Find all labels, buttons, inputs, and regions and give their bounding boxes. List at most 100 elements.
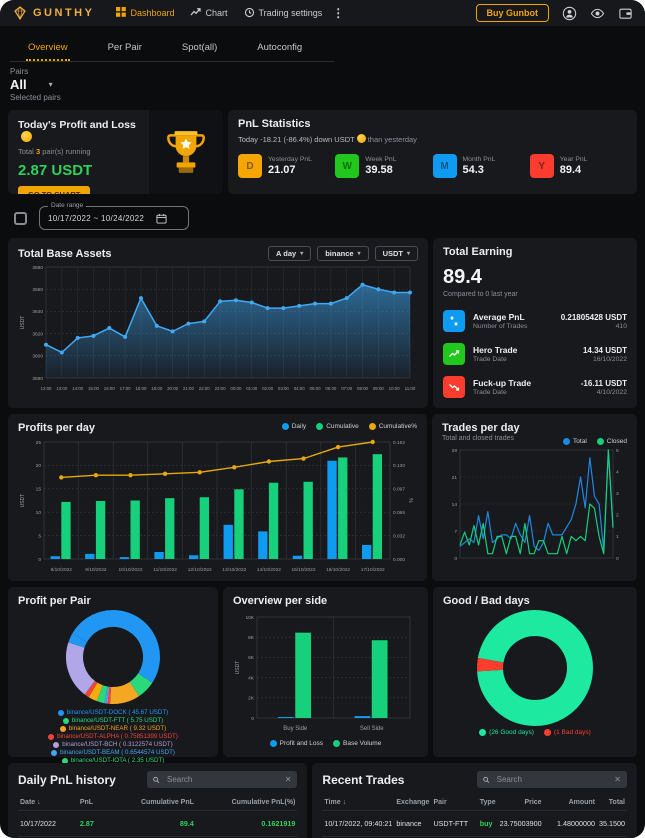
legend-dot (59, 725, 66, 732)
top-bar-actions: Buy Gunbot (475, 4, 634, 22)
visibility-icon[interactable] (589, 5, 605, 21)
profile-icon[interactable] (561, 5, 577, 21)
pnl-chip-d: D Yesterday PnL 21.07 (238, 154, 335, 178)
daily-pnl-search-input[interactable] (165, 774, 280, 785)
chevron-down-icon: ▾ (406, 251, 410, 257)
svg-text:28: 28 (452, 448, 458, 454)
dropdown-a-day[interactable]: A day ▾ (268, 246, 312, 261)
tab-spot-all-[interactable]: Spot(all) (181, 42, 218, 53)
svg-text:0: 0 (38, 557, 41, 563)
dropdown-binance[interactable]: binance ▾ (317, 246, 369, 261)
svg-text:06:00: 06:00 (325, 386, 337, 391)
recent-trades-search-input[interactable] (494, 774, 610, 785)
column-header-pair: Pair (433, 799, 447, 806)
legend-item-total[interactable]: Total (563, 438, 587, 445)
nav-item-label: Dashboard (130, 8, 175, 18)
svg-text:15: 15 (36, 487, 42, 493)
svg-text:07:00: 07:00 (341, 386, 353, 391)
legend-dot (563, 438, 571, 445)
pnl-chip-y: Y Year PnL 89.4 (529, 154, 627, 178)
table-cell: 23.75003900 (497, 810, 544, 837)
legend-item-binance-usdt-ftt-5-75-usdt-[interactable]: binance/USDT-FTT ( 5.75 USDT) (62, 717, 163, 724)
svg-text:6K: 6K (248, 655, 255, 661)
trend-down-icon (443, 376, 465, 398)
clear-search-icon[interactable]: ✕ (614, 775, 621, 784)
legend-item-cumulative-[interactable]: Cumulative% (368, 423, 417, 430)
column-header-cumulative-pnl-: Cumulative PnL(%) (231, 799, 296, 806)
today-pnl-card: Today's Profit and Loss Total 3 pair(s) … (8, 110, 223, 194)
dropdown-usdt[interactable]: USDT ▾ (374, 246, 418, 261)
go-to-chart-button[interactable]: GO TO CHART (18, 186, 91, 194)
wallet-icon[interactable] (617, 5, 633, 21)
svg-text:3620: 3620 (32, 331, 43, 337)
svg-text:USDT: USDT (20, 494, 26, 508)
legend-item-binance-usdt-beam-0-6544574-usdt-[interactable]: binance/USDT-BEAM ( 0.6544574 USDT) (51, 749, 175, 756)
earning-subvalue: 410 (615, 322, 627, 330)
chevron-down-icon: ▾ (357, 251, 361, 257)
svg-text:0: 0 (616, 556, 619, 562)
svg-text:0: 0 (251, 716, 254, 722)
legend-item-binance-usdt-iota-2-35-usdt-[interactable]: binance/USDT-IOTA ( 2.35 USDT) (61, 757, 164, 764)
legend-dot (596, 438, 604, 445)
profit-per-pair-title: Profit per Pair (18, 595, 91, 607)
svg-text:4: 4 (616, 469, 619, 475)
legend-item-binance-usdt-dock-45-67-usdt-[interactable]: binance/USDT-DOCK ( 45.67 USDT) (57, 709, 169, 716)
table-cell: USDT-FTT (431, 810, 478, 837)
legend-item-cumulative[interactable]: Cumulative (316, 423, 359, 430)
svg-text:0.097: 0.097 (393, 487, 405, 493)
tab-overview[interactable]: Overview (26, 38, 70, 61)
table-row[interactable]: 10/16/202221.0786.530.1581111 (18, 836, 298, 838)
chip-label: Year PnL (559, 156, 588, 163)
calendar-icon[interactable] (156, 213, 167, 224)
tab-per-pair[interactable]: Per Pair (107, 42, 142, 53)
legend-item--1-bad-days-[interactable]: (1 Bad days) (543, 729, 591, 736)
pairs-select[interactable]: All ▾ (10, 77, 637, 92)
legend-item-binance-usdt-alpha-0-75851399-usdt-[interactable]: binance/USDT-ALPHA ( 0.75851399 USDT) (48, 733, 178, 740)
pairs-label: Pairs (10, 67, 29, 76)
legend-item-closed[interactable]: Closed (596, 438, 627, 445)
column-header-time[interactable]: Time ↓ (324, 799, 347, 806)
svg-text:9/10/2022: 9/10/2022 (85, 567, 107, 573)
date-range-input[interactable]: Date range 10/17/2022 ~ 10/24/2022 (39, 202, 189, 230)
table-row[interactable]: 10/17/2022, 09:40:21 binance USDT-FTT buy 23… (322, 810, 627, 837)
earning-value: 14.34 USDT (582, 345, 627, 355)
brand[interactable]: GUNTHY (12, 5, 94, 21)
buy-gunbot-button[interactable]: Buy Gunbot (475, 4, 549, 22)
legend-item-binance-usdt-bch-0-3122574-usdt-[interactable]: binance/USDT-BCH ( 0.3122574 USDT) (53, 741, 173, 748)
clear-search-icon[interactable]: ✕ (284, 775, 292, 784)
svg-text:01:00: 01:00 (246, 386, 258, 391)
legend-item-daily[interactable]: Daily (281, 423, 306, 430)
daily-pnl-search[interactable]: ✕ (147, 771, 298, 788)
legend-dot (281, 423, 289, 430)
thinking-face-emoji (356, 134, 366, 143)
svg-text:14: 14 (452, 502, 458, 508)
nav-item-dashboard[interactable]: Dashboard (116, 7, 174, 19)
svg-text:0.000: 0.000 (393, 557, 405, 563)
earning-row-fuck-up-trade: Fuck-up Trade Trade Date -16.11 USDT 4/1… (443, 376, 627, 398)
legend-item-binance-usdt-near-9-32-usdt-[interactable]: binance/USDT-NEAR ( 9.32 USDT) (59, 725, 166, 732)
nav-item-trading-settings[interactable]: Trading settings (244, 7, 322, 20)
nav-item-chart[interactable]: Chart (190, 7, 228, 19)
legend-dot (48, 733, 55, 740)
legend-item-base-volume[interactable]: Base Volume (333, 740, 381, 747)
column-header-date[interactable]: Date ↓ (20, 799, 41, 806)
recent-trades-search[interactable]: ✕ (477, 771, 627, 788)
legend-item--26-good-days-[interactable]: (26 Good days) (479, 729, 534, 736)
legend-dot (543, 729, 551, 736)
tab-autoconfig[interactable]: Autoconfig (257, 42, 303, 53)
legend-dot (53, 741, 60, 748)
svg-text:10: 10 (36, 510, 42, 516)
table-row[interactable]: 10/17/2022, 08:36:15binanceUSDT-DOCKsell… (322, 836, 627, 838)
table-row[interactable]: 10/17/2022 2.87 89.4 0.1621919 (18, 810, 298, 837)
trend-up-icon (443, 343, 465, 365)
svg-text:11:00: 11:00 (405, 386, 416, 391)
legend-item-profit-and-loss[interactable]: Profit and Loss (269, 740, 323, 747)
legend-label: binance/USDT-DOCK ( 45.67 USDT) (66, 709, 169, 716)
table-cell: 35.1500 (597, 810, 627, 837)
chip-value: 21.07 (268, 164, 296, 176)
table-cell: 2.87 (77, 810, 111, 837)
profits-per-day-chart: 0 5 10 15 20 25 0.000 0.032 0.065 0.097 0.130 0.162… (20, 439, 415, 573)
date-range-checkbox[interactable] (14, 211, 27, 225)
kebab-menu-icon[interactable]: ⋮ (332, 6, 345, 20)
